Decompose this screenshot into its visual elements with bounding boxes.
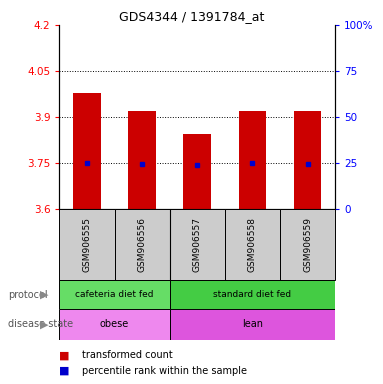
Text: disease state: disease state (8, 319, 73, 329)
Bar (59, 209, 115, 280)
Text: standard diet fed: standard diet fed (213, 290, 291, 299)
Bar (128, 111, 156, 209)
Bar (115, 209, 170, 280)
Bar (239, 111, 266, 209)
Bar (170, 309, 335, 340)
Text: GSM906556: GSM906556 (137, 217, 147, 272)
Bar (170, 280, 335, 309)
Bar (170, 209, 225, 280)
Bar (73, 93, 101, 209)
Text: GSM906559: GSM906559 (303, 217, 312, 272)
Text: ■: ■ (59, 366, 70, 376)
Text: GSM906558: GSM906558 (248, 217, 257, 272)
Text: ■: ■ (59, 350, 70, 360)
Text: ▶: ▶ (40, 290, 48, 300)
Text: protocol: protocol (8, 290, 47, 300)
Bar (280, 209, 335, 280)
Bar (225, 209, 280, 280)
Text: ▶: ▶ (40, 319, 48, 329)
Text: transformed count: transformed count (82, 350, 173, 360)
Bar (59, 280, 170, 309)
Bar (59, 309, 170, 340)
Text: cafeteria diet fed: cafeteria diet fed (75, 290, 154, 299)
Text: GSM906555: GSM906555 (82, 217, 92, 272)
Text: GSM906557: GSM906557 (193, 217, 202, 272)
Text: GDS4344 / 1391784_at: GDS4344 / 1391784_at (119, 10, 264, 23)
Text: lean: lean (242, 319, 263, 329)
Bar (183, 134, 211, 209)
Bar (294, 111, 321, 209)
Text: percentile rank within the sample: percentile rank within the sample (82, 366, 247, 376)
Text: obese: obese (100, 319, 129, 329)
